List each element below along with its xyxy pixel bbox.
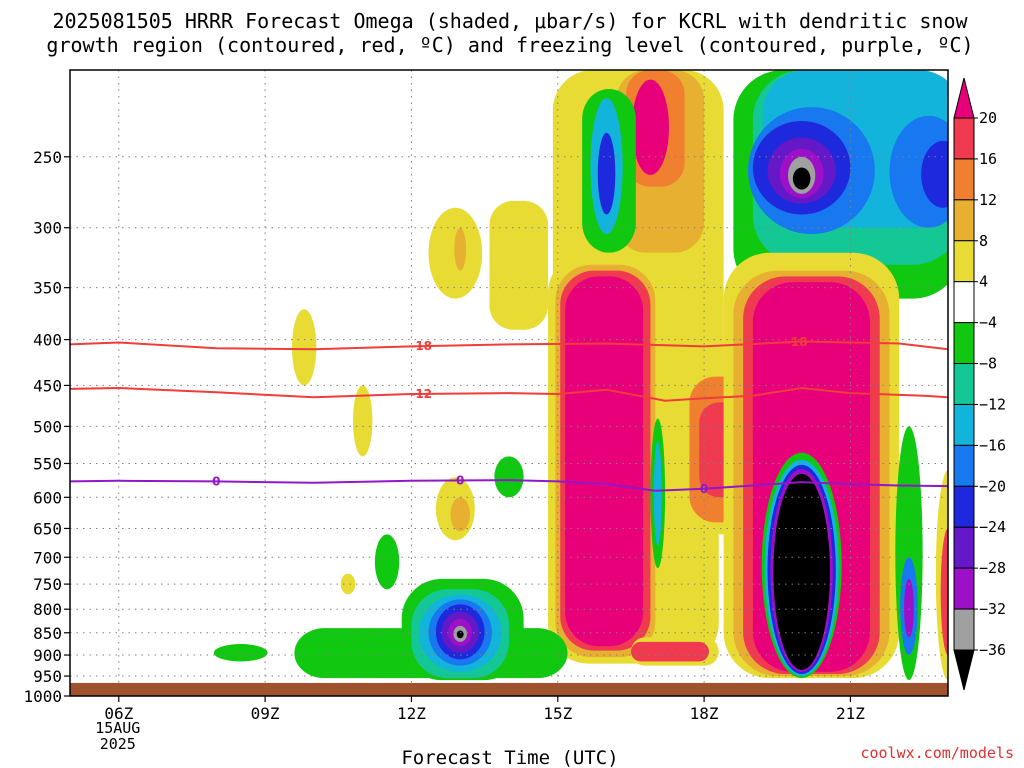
y-tick-label: 950: [33, 667, 62, 686]
omega-region: [597, 132, 616, 215]
colorbar-label: 8: [979, 232, 988, 250]
ground-below-surface: [70, 682, 948, 696]
colorbar-label: −28: [979, 559, 1006, 577]
colorbar-label: 16: [979, 150, 997, 168]
contour-label--12: -12: [410, 387, 432, 401]
omega-region: [631, 79, 669, 176]
colorbar-label: 4: [979, 273, 988, 291]
x-tick-label: 06Z: [104, 704, 133, 723]
omega-region: [454, 227, 467, 271]
x-date-label: 15AUG: [95, 719, 140, 737]
x-axis-label: Forecast Time (UTC): [401, 747, 618, 768]
omega-region: [352, 385, 373, 457]
colorbar-segment: [953, 281, 975, 324]
y-tick-label: 800: [33, 600, 62, 619]
colorbar-segment: [953, 444, 975, 487]
plot-frame: [69, 69, 949, 697]
contour-lines: -18 -18 -12 0 0 0: [70, 335, 948, 496]
x-tick-label: 21Z: [836, 704, 865, 723]
colorbar-segment: [953, 403, 975, 446]
omega-region: [904, 578, 914, 638]
omega-region: [792, 167, 811, 190]
x-tick-label: 09Z: [251, 704, 280, 723]
omega-shading: [213, 70, 948, 681]
contour-line--18: [70, 340, 948, 351]
colorbar-label: 20: [979, 109, 997, 127]
omega-region: [291, 309, 317, 386]
y-tick-label: 450: [33, 376, 62, 395]
colorbar-segment: [953, 158, 975, 201]
chart-title-line-2: growth region (contoured, red, ºC) and f…: [46, 33, 973, 57]
colorbar-segment: [953, 199, 975, 242]
contour-line-0: [70, 479, 948, 492]
colorbar-segment: [953, 567, 975, 610]
colorbar-max-triangle: [953, 77, 975, 119]
omega-region: [565, 276, 644, 647]
contour-label-0: 0: [212, 474, 220, 488]
y-tick-label: 550: [33, 454, 62, 473]
grid-lines: [70, 70, 948, 683]
colorbar-label: −24: [979, 518, 1006, 536]
x-tick-label: 15Z: [543, 704, 572, 723]
colorbar-segment: [953, 240, 975, 283]
colorbar-segment: [953, 526, 975, 569]
colorbar-label: −8: [979, 355, 997, 373]
contour-label--18: -18: [410, 339, 432, 353]
colorbar-segment: [953, 485, 975, 528]
omega-region: [374, 534, 400, 590]
colorbar-label: −20: [979, 477, 1006, 495]
y-tick-label: 650: [33, 519, 62, 538]
x-tick-label: 18Z: [690, 704, 719, 723]
contour-label--18: -18: [786, 335, 808, 349]
y-axis: 250 300 350 400 450 500 550 600 650 700 750 800 850 9…: [23, 148, 70, 706]
omega-region: [940, 528, 948, 656]
colorbar-segment: [953, 608, 975, 651]
omega-region: [213, 644, 268, 662]
contour-label-0: 0: [700, 482, 708, 496]
contour-label-0: 0: [456, 473, 464, 487]
omega-region: [630, 641, 709, 662]
omega-region: [456, 630, 464, 639]
colorbar-label: −32: [979, 600, 1006, 618]
y-tick-label: 1000: [23, 687, 62, 706]
y-tick-label: 400: [33, 331, 62, 350]
y-tick-label: 300: [33, 219, 62, 238]
colorbar-segment: [953, 363, 975, 405]
y-tick-label: 500: [33, 417, 62, 436]
y-tick-label: 700: [33, 548, 62, 567]
y-tick-label: 250: [33, 148, 62, 167]
omega-region: [340, 573, 356, 595]
y-tick-label: 750: [33, 575, 62, 594]
x-tick-label: 12Z: [397, 704, 426, 723]
y-tick-label: 350: [33, 279, 62, 298]
colorbar-min-triangle: [953, 649, 975, 691]
omega-region: [489, 200, 549, 330]
credit-text: coolwx.com/models: [860, 744, 1014, 762]
plot-area: -18 -18 -12 0 0 0: [70, 70, 948, 696]
colorbar: 20 16 12 8 4 −4 −8 −12 −16 −20 −24 −28 −32 −36: [953, 77, 1006, 691]
colorbar-label: 12: [979, 191, 997, 209]
colorbar-label: −36: [979, 641, 1006, 659]
colorbar-segment: [953, 322, 975, 365]
omega-region: [752, 358, 851, 471]
omega-region: [450, 497, 470, 532]
colorbar-label: −16: [979, 436, 1006, 454]
y-tick-label: 600: [33, 488, 62, 507]
omega-region: [494, 456, 524, 498]
y-tick-label: 850: [33, 624, 62, 643]
colorbar-label: −4: [979, 314, 997, 332]
colorbar-segment: [953, 117, 975, 160]
omega-region: [653, 441, 662, 546]
colorbar-label: −12: [979, 395, 1006, 413]
contour-line--12: [70, 386, 948, 402]
chart-title-line-1: 2025081505 HRRR Forecast Omega (shaded, …: [52, 9, 968, 33]
x-year-label: 2025: [100, 735, 136, 753]
y-tick-label: 900: [33, 646, 62, 665]
omega-region: [921, 140, 948, 208]
omega-region: [773, 473, 830, 670]
